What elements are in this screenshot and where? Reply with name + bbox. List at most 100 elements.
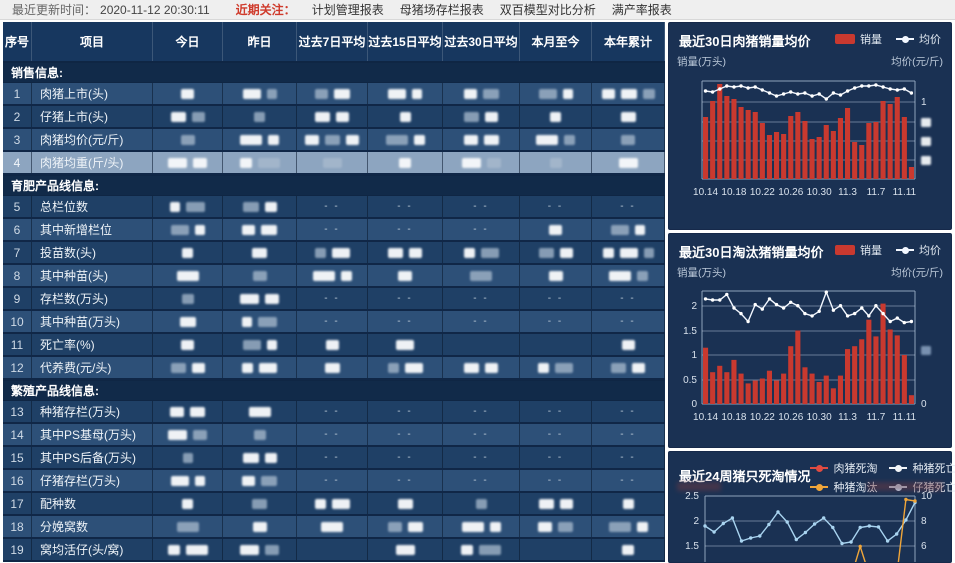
redacted-value-blob (550, 111, 561, 122)
column-header: 项目 (32, 22, 153, 61)
row-item-label: 其中种苗(头) (32, 265, 153, 286)
value-cell (223, 152, 297, 173)
row-number: 2 (3, 106, 32, 127)
redacted-value-blob (265, 544, 279, 555)
redacted-value-blob (480, 247, 499, 258)
value-cell (153, 311, 223, 332)
redacted-value-blob (482, 88, 499, 99)
value-cell: - - (297, 447, 368, 468)
value-cell (592, 129, 665, 150)
table-row[interactable]: 13 种猪存栏(万头) - -- -- -- -- - (3, 401, 665, 424)
redacted-value-blob (242, 224, 255, 235)
value-cell: - - (520, 401, 592, 422)
redacted-value-blob (193, 429, 207, 440)
svg-text:10.18: 10.18 (721, 412, 746, 423)
pig-sales-chart-svg: 10.14 10.18 10.22 10.26 10.30 11.3 11.7 11.11 1 (693, 80, 931, 198)
value-cell (443, 516, 520, 537)
legend-label: 种猪死亡 (912, 463, 955, 475)
table-row[interactable]: 18 分娩窝数 (3, 516, 665, 539)
redacted-value-blob (179, 316, 196, 327)
value-cell: - - (592, 401, 665, 422)
redacted-value-blob (461, 157, 481, 168)
value-cell (368, 493, 443, 514)
row-number: 8 (3, 265, 32, 286)
redacted-value-blob (619, 247, 638, 258)
table-row[interactable]: 3 肉猪均价(元/斤) (3, 129, 665, 152)
legend-item[interactable]: 均价 (896, 31, 941, 47)
redacted-value-blob (549, 157, 562, 168)
table-row[interactable]: 19 窝均活仔(头/窝) (3, 539, 665, 562)
svg-text:11.3: 11.3 (838, 412, 857, 423)
redacted-value-blob (555, 362, 573, 373)
table-row[interactable]: 4 肉猪均重(斤/头) (3, 152, 665, 175)
table-row[interactable]: 10 其中种苗(万头) - -- -- -- -- - (3, 311, 665, 334)
table-row[interactable]: 2 仔猪上市(头) (3, 106, 665, 129)
table-row[interactable]: 6 其中新增栏位 - -- -- - (3, 219, 665, 242)
value-cell (592, 83, 665, 104)
legend-item[interactable]: 肉猪死淘 (810, 460, 877, 476)
legend-item[interactable]: 种猪淘汰 (810, 479, 877, 495)
value-cell (520, 334, 592, 355)
table-row[interactable]: 12 代养费(元/头) (3, 357, 665, 380)
redacted-value-blob (549, 224, 562, 235)
value-cell (297, 106, 368, 127)
value-cell (520, 152, 592, 173)
redacted-value-blob (486, 157, 501, 168)
value-cell (368, 265, 443, 286)
redacted-value-blob (536, 134, 558, 145)
redacted-value-blob (170, 224, 189, 235)
redacted-value-blob (485, 362, 498, 373)
redacted-value-blob (265, 293, 279, 304)
value-cell (592, 516, 665, 537)
table-row[interactable]: 7 投苗数(头) (3, 242, 665, 265)
update-time-label: 最近更新时间： (12, 3, 97, 17)
legend-item[interactable]: 销量 (835, 242, 882, 258)
legend-line-marker (896, 35, 914, 43)
link-sow-farm-report[interactable]: 母猪场存栏报表 (399, 3, 484, 17)
redacted-value-blob (314, 498, 326, 509)
link-model-compare[interactable]: 双百模型对比分析 (499, 3, 596, 17)
redacted-value-blob (558, 521, 573, 532)
legend-item[interactable]: 销量 (835, 31, 882, 47)
table-row[interactable]: 15 其中PS后备(万头) - -- -- -- -- - (3, 447, 665, 470)
svg-text:1: 1 (691, 350, 697, 361)
value-cell (443, 106, 520, 127)
value-cell (368, 83, 443, 104)
value-cell (368, 129, 443, 150)
value-cell: - - (368, 447, 443, 468)
link-full-capacity-report[interactable]: 满产率报表 (611, 3, 672, 17)
redacted-value-blob (385, 134, 408, 145)
redacted-value-blob (538, 498, 554, 509)
value-cell: - - (443, 288, 520, 309)
value-cell: - - (368, 196, 443, 217)
table-row[interactable]: 16 仔猪存栏(万头) - -- -- -- -- - (3, 470, 665, 493)
table-row[interactable]: 8 其中种苗(头) (3, 265, 665, 288)
value-cell (443, 83, 520, 104)
legend-item[interactable]: 均价 (896, 242, 941, 258)
value-cell (520, 83, 592, 104)
table-row[interactable]: 9 存栏数(万头) - -- -- -- -- - (3, 288, 665, 311)
redacted-value-blob (239, 157, 252, 168)
table-row[interactable]: 14 其中PS基母(万头) - -- -- -- -- - (3, 424, 665, 447)
report-table: 序号 项目 今日 昨日 过去7日平均 过去15日平均 过去30日平均 本月至今 本年累计 销售信息… (3, 22, 665, 562)
redacted-value-blob (185, 544, 208, 555)
redacted-value-blob (191, 362, 205, 373)
redacted-value-blob (194, 475, 205, 486)
table-row[interactable]: 11 死亡率(%) (3, 334, 665, 357)
table-row[interactable]: 5 总栏位数 - -- -- -- -- - (3, 196, 665, 219)
redacted-value-blob (240, 544, 259, 555)
column-header: 过去15日平均 (368, 22, 443, 61)
value-cell (223, 470, 297, 491)
value-cell: - - (443, 401, 520, 422)
svg-text:10.14: 10.14 (693, 187, 718, 198)
table-row[interactable]: 17 配种数 (3, 493, 665, 516)
value-cell (443, 539, 520, 560)
link-plan-report[interactable]: 计划管理报表 (311, 3, 384, 17)
redacted-value-blob (621, 339, 635, 350)
legend-item[interactable]: 种猪死亡 (889, 460, 955, 476)
value-cell: - - (592, 424, 665, 445)
panel2-legend: 销量 均价 (835, 242, 941, 258)
row-item-label: 其中PS后备(万头) (32, 447, 153, 468)
value-cell (297, 152, 368, 173)
table-row[interactable]: 1 肉猪上市(头) (3, 83, 665, 106)
